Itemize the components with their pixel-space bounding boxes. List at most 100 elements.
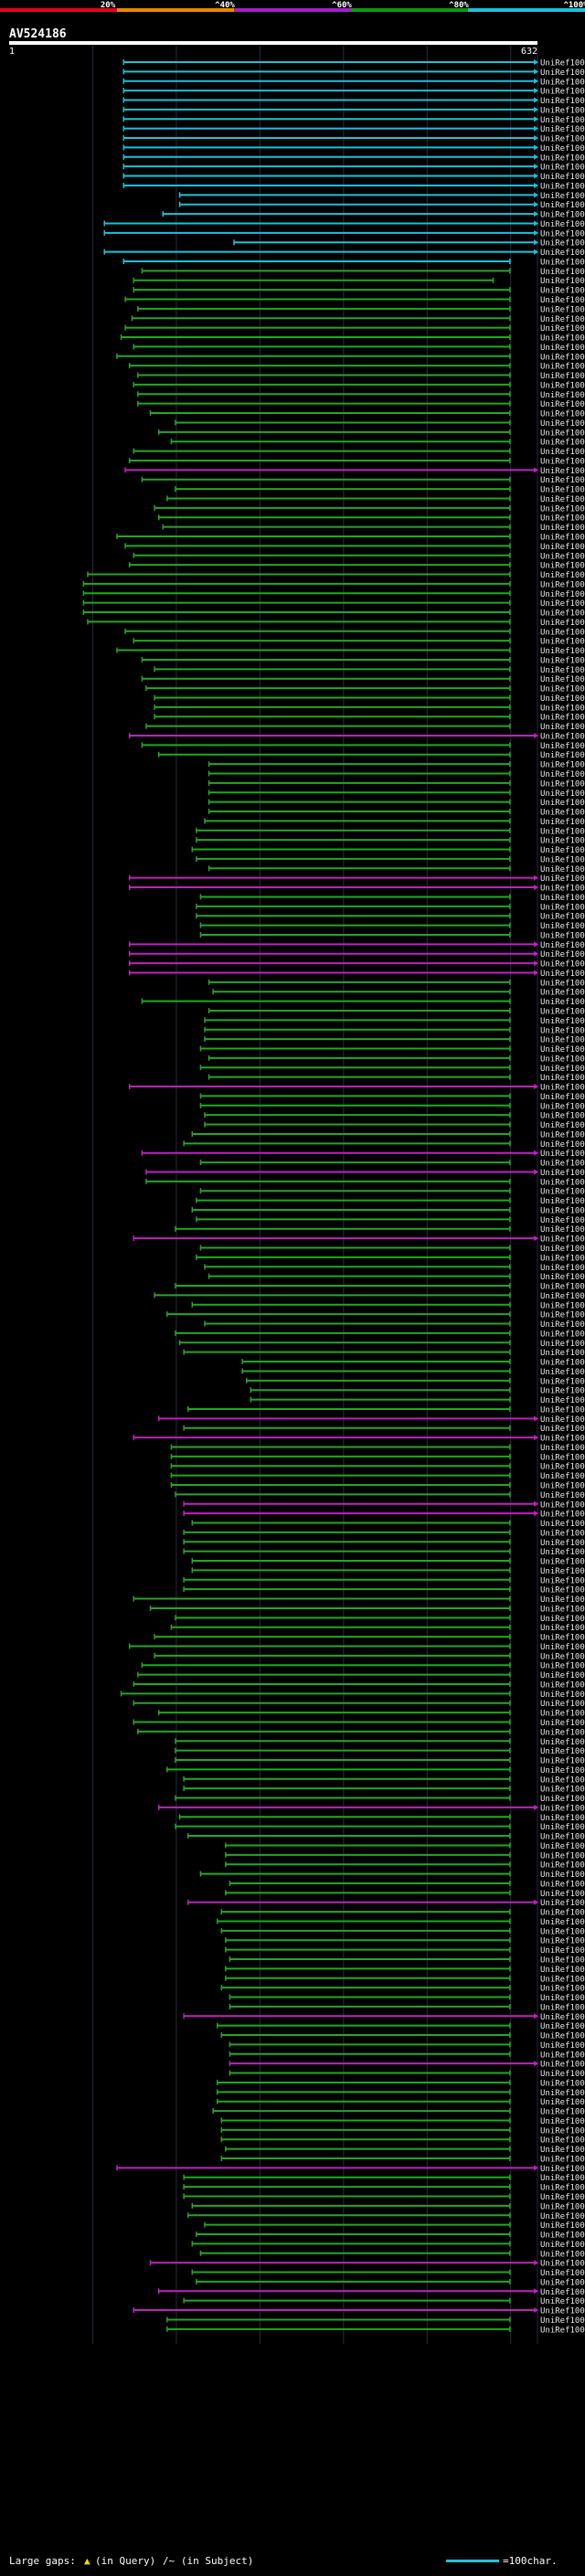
hit-row[interactable]: UniRef100_C3QHX0 (175, 1615, 585, 1624)
hit-label[interactable]: UniRef100_C1ERF1 (540, 1842, 585, 1851)
hit-label[interactable]: UniRef100_Q8T4Q5 (540, 941, 585, 950)
hit-row[interactable]: UniRef100_A4S810 (137, 305, 585, 314)
hit-label[interactable]: UniRef100_C0NGZ7 (540, 1880, 585, 1889)
hit-row[interactable]: UniRef100_A6UEE6 (196, 2278, 585, 2287)
hit-label[interactable]: UniRef100_C6ILN7 (540, 1377, 585, 1386)
hit-row[interactable]: UniRef100_UP1000.. (191, 2241, 585, 2250)
hit-label[interactable]: UniRef100_UP1000.. (540, 656, 585, 665)
hit-label[interactable]: UniRef100_A4CPH1 (540, 1643, 585, 1652)
hit-label[interactable]: UniRef100_C7MM44 (540, 1795, 585, 1804)
hit-row[interactable]: UniRef100_A6W5R8 (225, 1975, 585, 1984)
hit-row[interactable]: UniRef100_A4CPH1 (128, 1643, 585, 1652)
hit-label[interactable]: UniRef100_C5FN36 (540, 315, 585, 324)
hit-label[interactable]: UniRef100_C5DZC4 (540, 2269, 585, 2278)
hit-row[interactable]: UniRef100_C0BFZ7 (154, 1634, 585, 1643)
hit-row[interactable]: UniRef100_C2M5F3 (170, 1482, 585, 1491)
hit-row[interactable]: UniRef100_A2WWR5 (178, 192, 585, 201)
hit-label[interactable]: UniRef100_A8GK39 (540, 751, 585, 760)
hit-label[interactable]: UniRef100_UP1000.. (540, 1112, 585, 1121)
hit-label[interactable]: UniRef100_UP1000.. (540, 439, 585, 448)
hit-label[interactable]: UniRef100_UP1000.. (540, 1387, 585, 1396)
hit-row[interactable]: UniRef100_A6LIN0 (183, 1500, 585, 1510)
hit-row[interactable]: UniRef100_UP1000.. (250, 1396, 585, 1405)
hit-row[interactable]: UniRef100_C6Y253 (141, 1662, 585, 1671)
hit-row[interactable]: UniRef100_A3J5B1 (204, 1320, 585, 1330)
hit-row[interactable]: UniRef100_Q8H0L4 (241, 1359, 585, 1368)
hit-label[interactable]: UniRef100_B3S6M8 (540, 448, 585, 457)
hit-row[interactable]: UniRef100_A7NYX4 (122, 88, 585, 97)
hit-label[interactable]: UniRef100_A3EDJ3 (540, 1766, 585, 1776)
hit-label[interactable]: UniRef100_A6N2R8 (540, 1225, 585, 1235)
hit-label[interactable]: UniRef100_Q1VXE4 (540, 344, 585, 353)
hit-row[interactable]: UniRef100_Q7RBX8 (157, 1710, 585, 1719)
hit-label[interactable]: UniRef100_Q0SLY5 (540, 514, 585, 524)
hit-row[interactable]: UniRef100_UP1000.. (220, 1985, 585, 1994)
hit-label[interactable]: UniRef100_C0S9B1 (540, 1851, 585, 1860)
hit-row[interactable]: UniRef100_C1E079 (141, 268, 585, 277)
hit-label[interactable]: UniRef100_UP1000.. (540, 1757, 585, 1766)
hit-label[interactable]: UniRef100_Q7NN46 (540, 164, 585, 173)
hit-row[interactable]: UniRef100_UP1000.. (199, 1102, 585, 1111)
hit-row[interactable]: UniRef100_Q8VZ18 (122, 59, 585, 69)
hit-label[interactable]: UniRef100_A6ENJ0 (540, 1539, 585, 1548)
hit-row[interactable]: UniRef100_B4MYE5 (128, 960, 585, 970)
hit-row[interactable]: UniRef100_C1H2W4 (212, 2108, 585, 2117)
hit-row[interactable]: UniRef100_A6UVT7 (149, 410, 585, 419)
hit-row[interactable]: UniRef100_C7PCH4 (225, 1937, 585, 1946)
hit-label[interactable]: UniRef100_B9WM81 (540, 1283, 585, 1292)
hit-row[interactable]: UniRef100_A6ZME6 (220, 2117, 585, 2126)
hit-label[interactable]: UniRef100_B6U8T8 (540, 239, 585, 249)
hit-label[interactable]: UniRef100_C4Q1Y6 (540, 1349, 585, 1358)
hit-row[interactable]: UniRef100_UP1000.. (133, 552, 585, 561)
hit-label[interactable]: UniRef100_C0BFZ7 (540, 1634, 585, 1643)
hit-label[interactable]: UniRef100_B9SYC0 (540, 106, 585, 115)
hit-label[interactable]: UniRef100_UP1000.. (540, 704, 585, 713)
hit-label[interactable]: UniRef100_Q8I1H1 (540, 2032, 585, 2041)
hit-row[interactable]: UniRef100_C6W7P6 (186, 1405, 585, 1415)
hit-label[interactable]: UniRef100_UP1000.. (540, 1121, 585, 1130)
hit-row[interactable]: UniRef100_UP1000.. (170, 1463, 585, 1472)
hit-label[interactable]: UniRef100_UP1000.. (540, 1026, 585, 1035)
hit-row[interactable]: UniRef100_UP1000.. (178, 1814, 585, 1823)
hit-row[interactable]: UniRef100_UP1000.. (204, 1121, 585, 1130)
hit-label[interactable]: UniRef100_UP1000.. (540, 2003, 585, 2012)
hit-row[interactable]: UniRef100_A6N1L6 (122, 182, 585, 191)
hit-label[interactable]: UniRef100_C5S8W6 (540, 1671, 585, 1680)
hit-label[interactable]: UniRef100_C9MJE7 (540, 1833, 585, 1842)
hit-row[interactable]: UniRef100_UP1000.. (250, 1387, 585, 1396)
hit-label[interactable]: UniRef100_A5K4K9 (540, 2202, 585, 2211)
hit-label[interactable]: UniRef100_Q5YTH9 (540, 2013, 585, 2022)
hit-row[interactable]: UniRef100_UP1000.. (212, 989, 585, 998)
hit-label[interactable]: UniRef100_C6I5V7 (540, 1206, 585, 1215)
hit-label[interactable]: UniRef100_UP1000.. (540, 1074, 585, 1083)
hit-row[interactable]: UniRef100_C6X0K2 (175, 419, 585, 429)
hit-row[interactable]: UniRef100_UP1000.. (175, 486, 585, 495)
hit-label[interactable]: UniRef100_Q7RVG0 (540, 2061, 585, 2070)
hit-label[interactable]: UniRef100_Q7SJS8 (540, 381, 585, 390)
hit-row[interactable]: UniRef100_A1ZE77 (145, 685, 585, 694)
hit-label[interactable]: UniRef100_A7NYX4 (540, 88, 585, 97)
hit-label[interactable]: UniRef100_Q7QFH1 (540, 2041, 585, 2051)
hit-row[interactable]: UniRef100_A6R9R0 (225, 1890, 585, 1899)
hit-label[interactable]: UniRef100_Q2KJ17 (540, 913, 585, 922)
hit-row[interactable]: UniRef100_Q1BYL7 (220, 1927, 585, 1936)
hit-row[interactable]: UniRef100_Q2KJ17 (196, 913, 585, 922)
hit-row[interactable]: UniRef100_B4LDS7 (141, 1150, 585, 1159)
hit-row[interactable]: UniRef100_B7QZ03 (128, 562, 585, 571)
hit-label[interactable]: UniRef100_Q1BYL7 (540, 1927, 585, 1936)
hit-label[interactable]: UniRef100_C7PFY1 (540, 638, 585, 647)
hit-label[interactable]: UniRef100_UP1000.. (540, 666, 585, 675)
hit-row[interactable]: UniRef100_A8N2K1 (120, 1691, 585, 1700)
hit-row[interactable]: UniRef100_B3GRI1 (220, 2136, 585, 2146)
hit-label[interactable]: UniRef100_C4JT67 (540, 2326, 585, 2335)
hit-row[interactable]: UniRef100_C5KLI4 (133, 1595, 585, 1605)
hit-row[interactable]: UniRef100_UP1000.. (225, 1861, 585, 1871)
hit-label[interactable]: UniRef100_B9IFV8 (540, 97, 585, 106)
hit-row[interactable]: UniRef100_UP1000.. (175, 1747, 585, 1756)
hit-label[interactable]: UniRef100_Q4SMD5 (540, 1586, 585, 1595)
hit-label[interactable]: UniRef100_Q3ADE5 (540, 1728, 585, 1737)
hit-label[interactable]: UniRef100_B3SKX0 (540, 1491, 585, 1500)
hit-label[interactable]: UniRef100_B3LLY0 (540, 2184, 585, 2193)
hit-row[interactable]: UniRef100_Q5SZH2 (162, 211, 585, 220)
hit-label[interactable]: UniRef100_UP1000.. (540, 770, 585, 779)
